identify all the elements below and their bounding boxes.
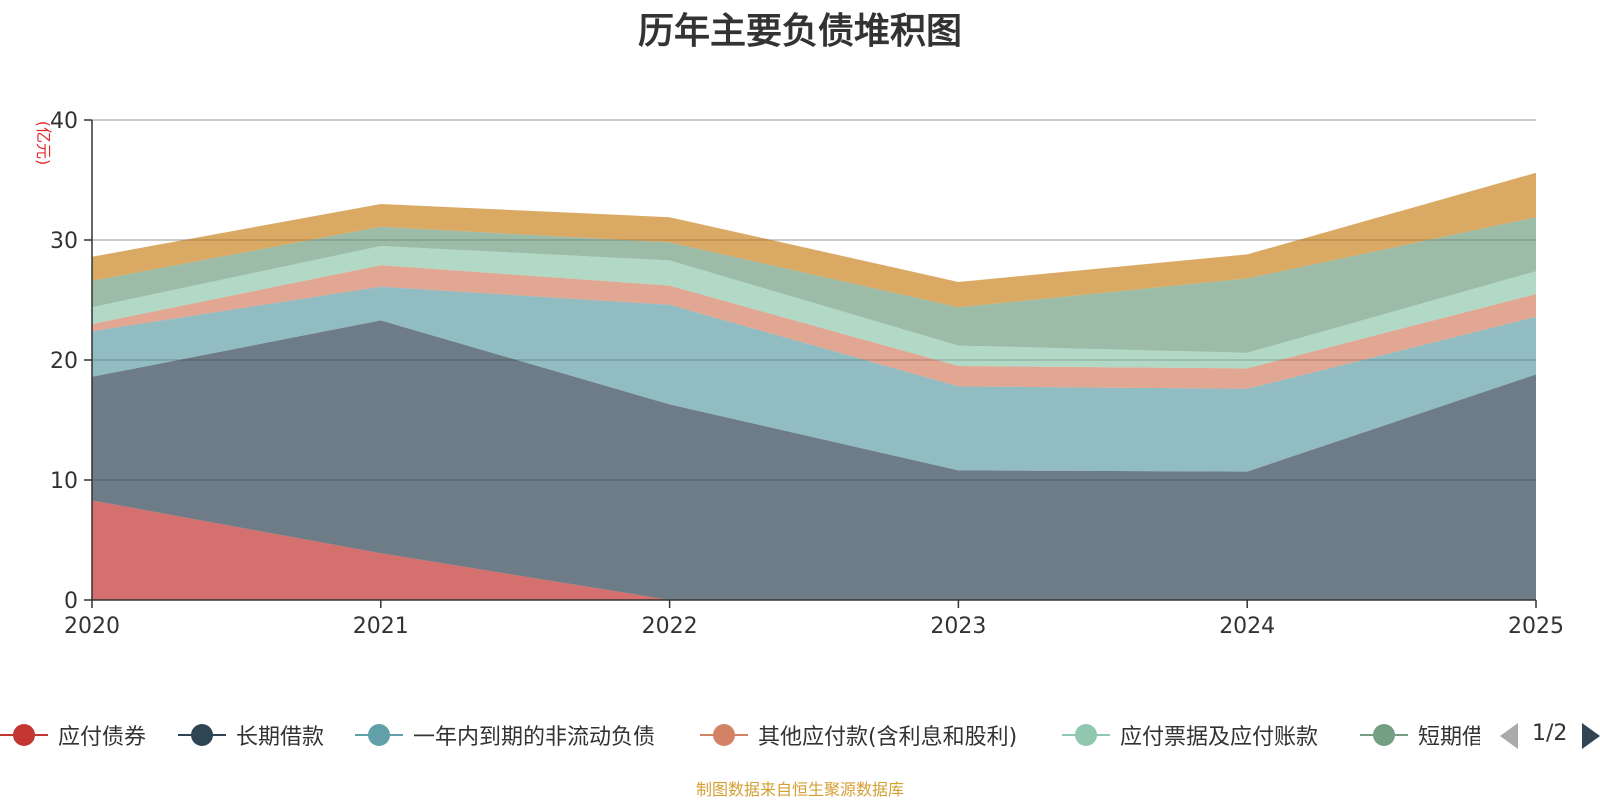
area-series-1[interactable]	[92, 320, 1536, 600]
x-tick-label-2023: 2023	[930, 614, 986, 639]
legend: 应付债券 长期借款 一年内到期的非流动负债 其他应付款(含利息和股利) 应付票据及应付账…	[0, 715, 1600, 755]
legend-marker-icon	[1360, 715, 1408, 755]
legend-item-0[interactable]: 应付债券	[0, 715, 146, 755]
x-tick-label-2022: 2022	[642, 614, 698, 639]
legend-label: 应付票据及应付账款	[1120, 725, 1319, 750]
legend-marker-icon	[1062, 715, 1110, 755]
x-tick-label-2024: 2024	[1219, 614, 1275, 639]
legend-pager: 1/2	[1500, 715, 1600, 755]
source-footer: 制图数据来自恒生聚源数据库	[695, 780, 904, 799]
legend-page-number: 1/2	[1532, 721, 1568, 746]
legend-label: 短期借	[1418, 725, 1480, 750]
y-tick-label-20: 20	[50, 349, 78, 374]
y-tick-label-30: 30	[50, 229, 78, 254]
area-series-6[interactable]	[92, 172, 1536, 308]
y-tick-label-10: 10	[50, 469, 78, 494]
chart-title: 历年主要负债堆积图	[637, 11, 962, 52]
legend-marker-icon	[178, 715, 226, 755]
y-axis-label: (亿元)	[34, 121, 53, 166]
legend-item-5[interactable]: 短期借	[1360, 715, 1480, 755]
legend-marker-icon	[0, 715, 48, 755]
next-page-icon[interactable]	[1582, 723, 1600, 749]
x-tick-label-2021: 2021	[353, 614, 409, 639]
area-series-0[interactable]	[92, 500, 1536, 600]
area-series-3[interactable]	[92, 265, 1536, 389]
legend-item-4[interactable]: 应付票据及应付账款	[1062, 715, 1318, 755]
prev-page-icon[interactable]	[1500, 723, 1518, 749]
legend-label: 其他应付款(含利息和股利)	[758, 725, 1018, 750]
legend-label: 长期借款	[236, 725, 325, 750]
legend-label: 应付债券	[58, 725, 147, 750]
area-series-2[interactable]	[92, 286, 1536, 472]
legend-marker-icon	[355, 715, 403, 755]
legend-item-3[interactable]: 其他应付款(含利息和股利)	[700, 715, 1017, 755]
axes: 0 10 20 30 40 2020 2021 2022 2023 2024 2025	[50, 109, 1564, 639]
x-tick-label-2025: 2025	[1508, 614, 1564, 639]
x-tick-label-2020: 2020	[64, 614, 120, 639]
y-tick-label-0: 0	[64, 589, 78, 614]
legend-marker-icon	[700, 715, 748, 755]
area-series-5[interactable]	[92, 217, 1536, 353]
area-series-4[interactable]	[92, 246, 1536, 369]
area-series-group	[92, 119, 1536, 600]
legend-item-2[interactable]: 一年内到期的非流动负债	[355, 715, 655, 755]
legend-item-1[interactable]: 长期借款	[178, 715, 324, 755]
legend-label: 一年内到期的非流动负债	[413, 725, 656, 750]
y-tick-label-40: 40	[50, 109, 78, 134]
legend-items: 应付债券 长期借款 一年内到期的非流动负债 其他应付款(含利息和股利) 应付票据及应付账…	[0, 715, 1480, 755]
